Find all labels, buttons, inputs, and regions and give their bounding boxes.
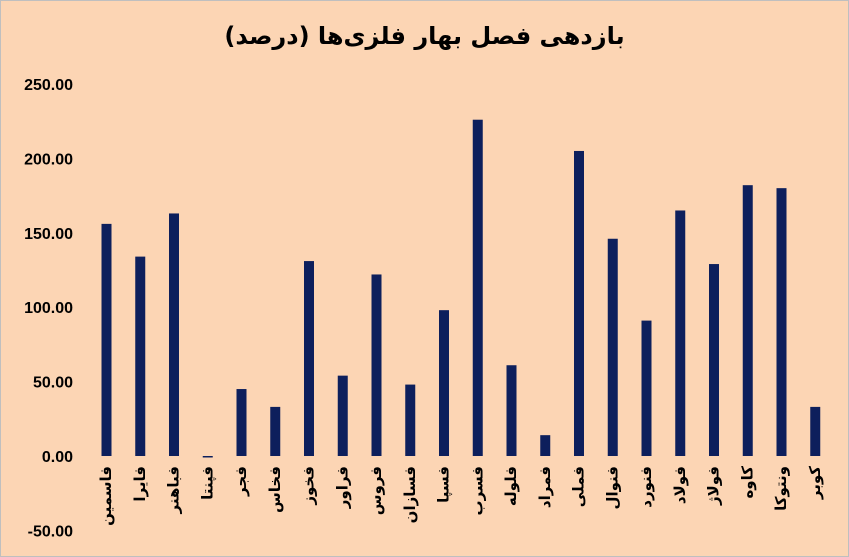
bar — [101, 223, 112, 456]
bar — [506, 365, 517, 456]
x-category-label: فخاس — [266, 466, 284, 513]
x-category-label: فولاژ — [705, 466, 723, 506]
bar — [270, 406, 281, 456]
x-category-label: کاوه — [738, 466, 756, 499]
bar — [607, 238, 618, 456]
bar — [675, 210, 686, 456]
x-category-label: فباهنر — [165, 466, 183, 514]
y-tick-label: 100.00 — [24, 300, 73, 317]
bar — [169, 213, 179, 456]
bar — [742, 185, 753, 456]
x-category-label: فسرب — [468, 466, 486, 516]
x-category-label: فلوله — [502, 466, 520, 506]
x-category-label: فولاد — [671, 466, 689, 504]
y-tick-label: -50.00 — [28, 523, 73, 540]
x-category-label: فنورد — [637, 466, 655, 508]
y-tick-label: 250.00 — [24, 77, 73, 94]
y-tick-label: 150.00 — [24, 226, 73, 243]
x-category-label: فجر — [232, 466, 250, 497]
bar — [236, 389, 247, 456]
bar — [135, 256, 146, 456]
x-category-label: فروس — [367, 466, 385, 515]
x-category-label: فملی — [570, 466, 588, 507]
x-category-label: فمراد — [536, 466, 554, 508]
x-category-label: کوبر — [806, 466, 824, 500]
bar — [202, 456, 213, 458]
bar — [472, 119, 483, 456]
x-category-label: فپنتا — [198, 466, 217, 500]
x-category-label: فاسمین — [97, 466, 115, 526]
bar — [405, 384, 416, 456]
chart-title: بازدهی فصل بهار فلزی‌ها (درصد) — [224, 22, 625, 50]
bar — [337, 375, 348, 456]
x-category-label: فسازان — [401, 466, 419, 523]
x-category-label: ونتوکا — [772, 466, 790, 511]
bar — [304, 261, 314, 456]
y-tick-label: 200.00 — [24, 151, 73, 168]
bar — [709, 264, 719, 456]
x-category-label: فراور — [333, 466, 351, 509]
y-tick-label: 50.00 — [33, 375, 73, 392]
bar — [439, 310, 449, 456]
y-tick-label: 0.00 — [42, 449, 73, 466]
bar — [371, 274, 382, 456]
bar — [540, 435, 551, 456]
bar — [641, 320, 652, 456]
bar — [574, 150, 584, 456]
x-category-label: فایرا — [131, 466, 149, 502]
bar — [776, 188, 787, 456]
bar — [810, 406, 821, 456]
x-category-label: فسپا — [435, 466, 454, 503]
x-category-label: فنوال — [603, 466, 621, 510]
x-category-label: فخوز — [300, 466, 318, 506]
